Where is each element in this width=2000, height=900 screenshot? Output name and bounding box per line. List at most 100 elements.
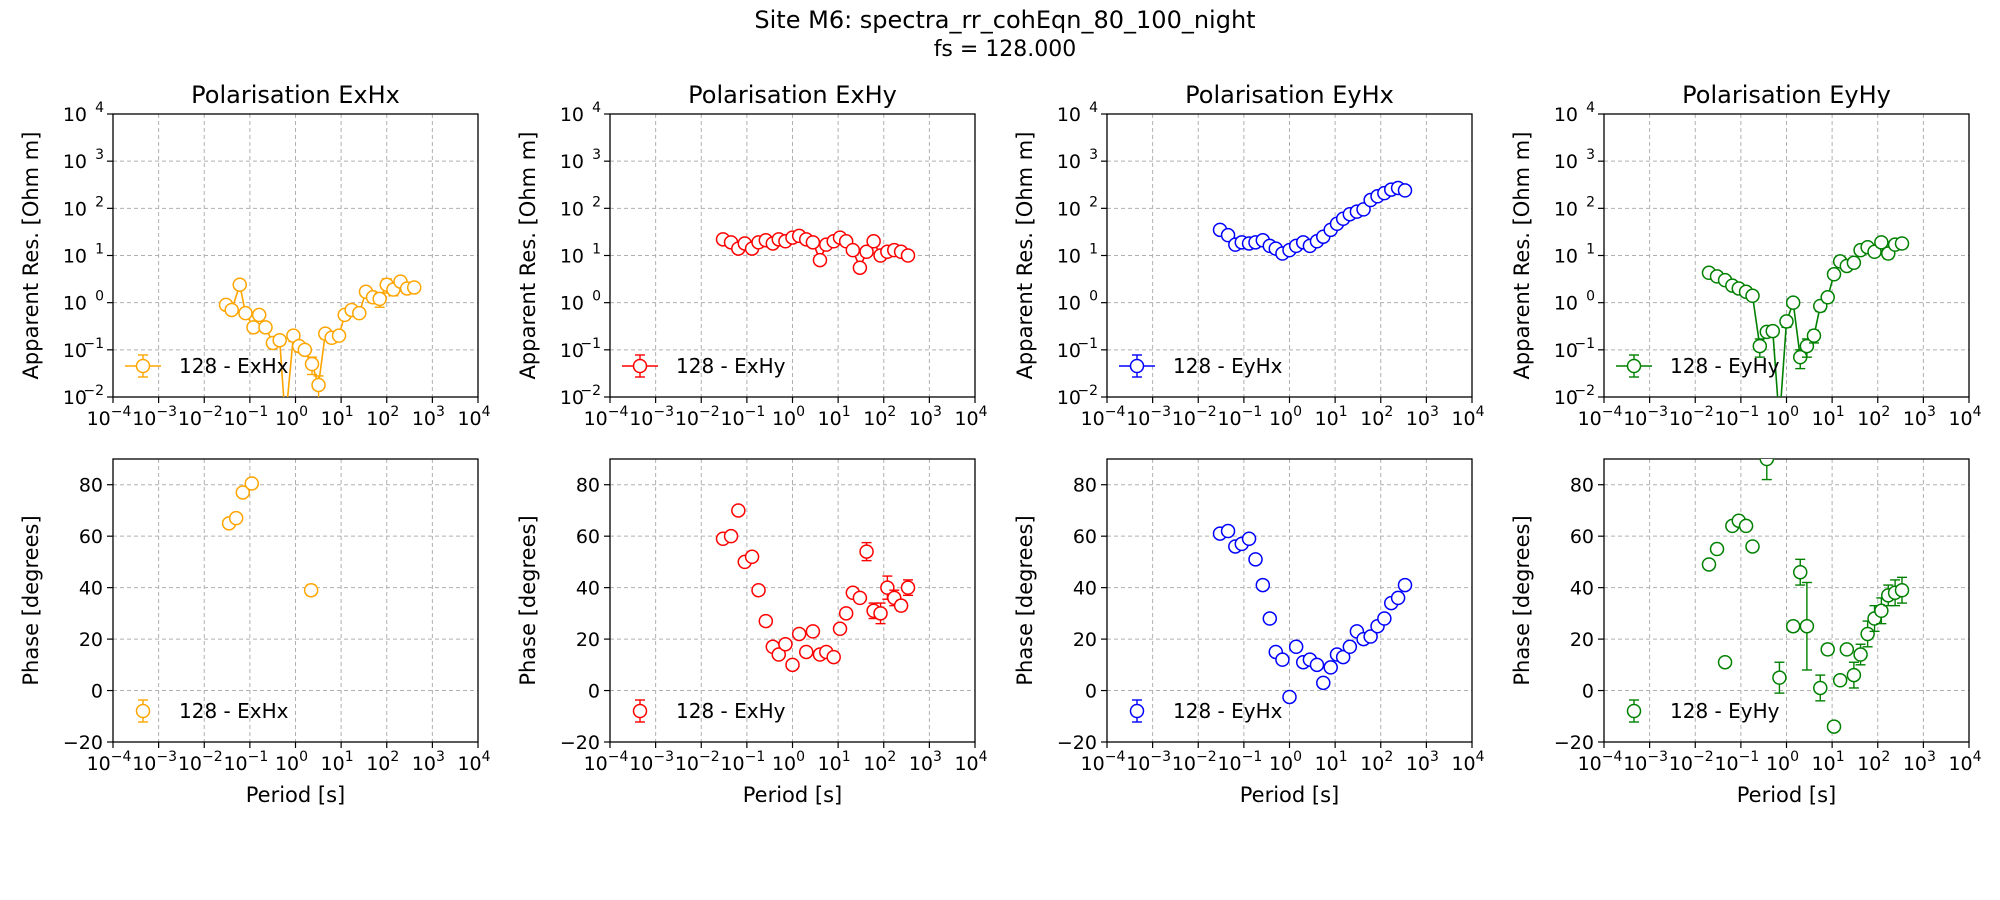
y-tick-exponent: 1 (1586, 242, 1595, 258)
data-point (900, 248, 916, 263)
data-point (238, 305, 253, 321)
plot-frame (609, 113, 976, 398)
y-axis-label: Phase [degrees] (1510, 515, 1534, 685)
data-point (791, 626, 807, 642)
data-point (272, 332, 287, 348)
data-point (1860, 626, 1875, 642)
subplot-title: Polarisation ExHx (191, 81, 400, 109)
legend-marker (1129, 358, 1145, 374)
y-tick-label: 60 (1073, 526, 1097, 548)
data-point (1792, 564, 1808, 580)
legend-label: 128 - ExHy (676, 699, 786, 723)
y-tick-label: 10 (1057, 198, 1081, 220)
data-point (1738, 518, 1754, 534)
y-tick-label: 40 (1073, 578, 1097, 600)
data-point (1826, 719, 1842, 734)
y-tick-exponent: 3 (1089, 147, 1098, 163)
data-point (224, 302, 239, 318)
y-tick-exponent: 0 (1586, 289, 1595, 305)
x-axis-label: Period [s] (1240, 783, 1339, 807)
data-point (1309, 657, 1325, 673)
y-tick-label: 40 (1570, 578, 1594, 600)
data-point (1752, 338, 1768, 354)
data-point (805, 624, 821, 639)
data-point (1323, 660, 1338, 675)
figure-title: Site M6: spectra_rr_cohEqn_80_100_night (754, 6, 1255, 34)
data-point (1363, 629, 1378, 644)
y-tick-label: 20 (1570, 629, 1594, 651)
data-point (873, 606, 888, 621)
data-point (1820, 290, 1835, 305)
data-point (406, 280, 422, 295)
y-tick-label: 60 (576, 526, 600, 548)
y-axis-label: Apparent Res. [Ohm m] (1510, 132, 1534, 380)
subplot-4: 10−4 10−3 10−2 10−1 100 101 102 103 10410−210−11… (1510, 81, 1982, 430)
x-tick-label: 10−3 (132, 749, 177, 775)
data-series (715, 503, 916, 673)
data-point (771, 647, 787, 662)
y-tick-label: −20 (1057, 732, 1097, 754)
legend-label: 128 - EyHy (1670, 699, 1780, 723)
x-tick-label: 10−1 (1714, 404, 1759, 430)
figure-subtitle: fs = 128.000 (934, 37, 1077, 62)
data-point (852, 260, 868, 275)
y-tick-label: 10 (1057, 340, 1081, 362)
legend-label: 128 - EyHy (1670, 354, 1780, 378)
y-tick-exponent: 2 (1089, 194, 1098, 210)
y-tick-label: 10 (63, 151, 87, 173)
y-tick-exponent: 2 (1586, 194, 1595, 210)
data-point (1220, 227, 1236, 243)
plot-frame (1106, 458, 1473, 743)
data-point (1397, 183, 1413, 198)
y-tick-label: 10 (1554, 104, 1578, 126)
x-axis-label: Period [s] (1737, 783, 1836, 807)
data-point (900, 580, 916, 595)
y-tick-exponent: −1 (580, 336, 601, 352)
data-point (1874, 235, 1889, 250)
y-tick-label: 10 (560, 387, 584, 409)
data-series (1212, 523, 1413, 705)
y-tick-exponent: 3 (1586, 147, 1595, 163)
y-tick-label: 20 (576, 629, 600, 651)
plot-frame (1106, 113, 1473, 398)
y-axis-label: Phase [degrees] (516, 515, 540, 685)
data-point (1779, 314, 1794, 329)
data-point (785, 657, 800, 673)
data-point (798, 644, 814, 660)
y-tick-label: 80 (1570, 475, 1594, 497)
plot-frame (609, 458, 976, 743)
data-series (218, 274, 422, 397)
data-point (1846, 255, 1862, 271)
data-point (1262, 611, 1278, 626)
y-tick-label: 10 (1057, 246, 1081, 268)
y-tick-label: 60 (1570, 526, 1594, 548)
legend: 128 - EyHy (1626, 699, 1780, 723)
y-tick-exponent: 0 (1089, 289, 1098, 305)
data-point (304, 356, 320, 372)
data-point (1275, 652, 1290, 667)
y-tick-label: 10 (560, 293, 584, 315)
x-tick-label: 100 (1766, 404, 1799, 430)
y-axis-label: Apparent Res. [Ohm m] (516, 132, 540, 380)
y-tick-label: 10 (1554, 293, 1578, 315)
y-tick-label: −20 (560, 732, 600, 754)
data-point (845, 242, 861, 258)
data-point (723, 528, 739, 544)
x-tick-label: 10−1 (223, 404, 268, 430)
legend-marker (632, 358, 648, 374)
y-tick-exponent: 1 (592, 242, 601, 258)
y-tick-label: 10 (560, 340, 584, 362)
data-series (1701, 459, 1910, 734)
y-axis-label: Apparent Res. [Ohm m] (1013, 132, 1037, 380)
data-point (852, 590, 868, 606)
y-tick-exponent: 3 (592, 147, 601, 163)
legend-marker (135, 703, 151, 719)
data-point (1765, 323, 1781, 339)
y-tick-label: 10 (1554, 151, 1578, 173)
legend-marker (135, 358, 151, 374)
data-point (1717, 654, 1733, 670)
data-point (1846, 667, 1862, 683)
subplot-title: Polarisation EyHx (1185, 81, 1394, 109)
data-point (244, 476, 260, 491)
y-tick-label: 80 (1073, 475, 1097, 497)
